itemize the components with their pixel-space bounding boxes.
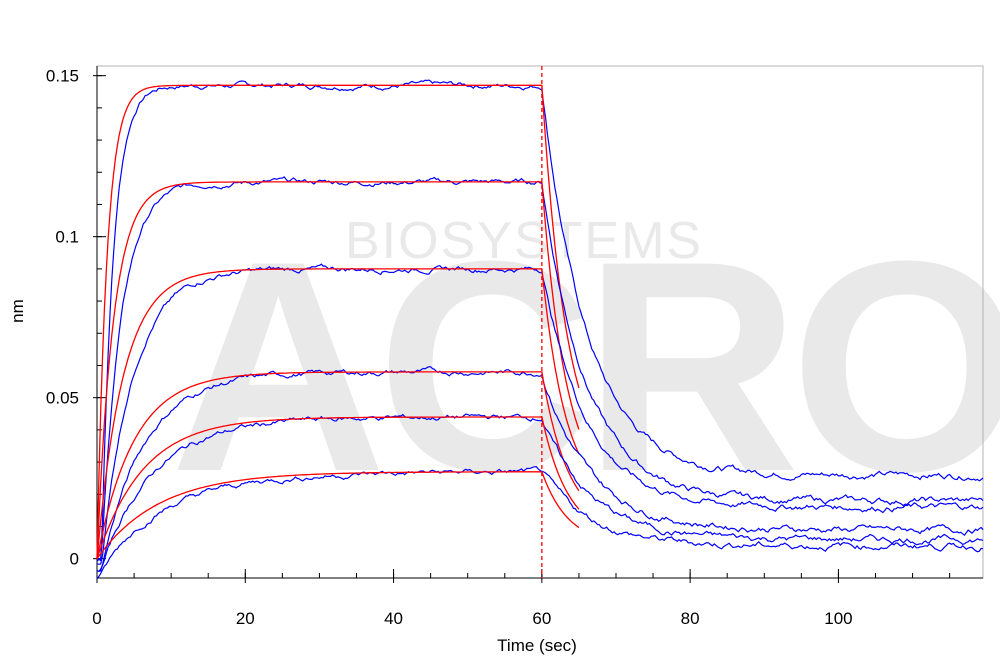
fit-curve-5 — [96, 416, 580, 559]
measured-trace-6 — [96, 465, 984, 580]
y-tick-label: 0.05 — [46, 389, 79, 408]
watermark-line: BIOSYSTEMS — [345, 212, 703, 270]
x-tick-label: 40 — [384, 609, 403, 628]
fit-curve-4 — [96, 371, 580, 559]
x-tick-label: 0 — [92, 609, 101, 628]
measured-trace-5 — [96, 413, 984, 572]
measured-trace-1 — [96, 79, 984, 562]
x-tick-label: 80 — [681, 609, 700, 628]
x-axis-ticks: 0 20 40 60 80 100 — [92, 569, 951, 628]
fit-curve-2 — [96, 181, 580, 559]
series-layer — [96, 66, 984, 580]
y-tick-label: 0.15 — [46, 67, 79, 86]
y-tick-label: 0.1 — [55, 228, 79, 247]
x-axis-title: Time (sec) — [497, 636, 577, 655]
fit-curve-1 — [96, 84, 580, 559]
x-tick-label: 60 — [532, 609, 551, 628]
x-tick-label: 100 — [824, 609, 852, 628]
fit-curve-6 — [96, 471, 580, 560]
y-tick-label: 0 — [70, 550, 79, 569]
x-tick-label: 20 — [236, 609, 255, 628]
y-axis-title: nm — [8, 299, 27, 323]
watermark: ACRO BIOSYSTEMS — [170, 198, 1000, 534]
fit-curve-3 — [96, 268, 580, 559]
